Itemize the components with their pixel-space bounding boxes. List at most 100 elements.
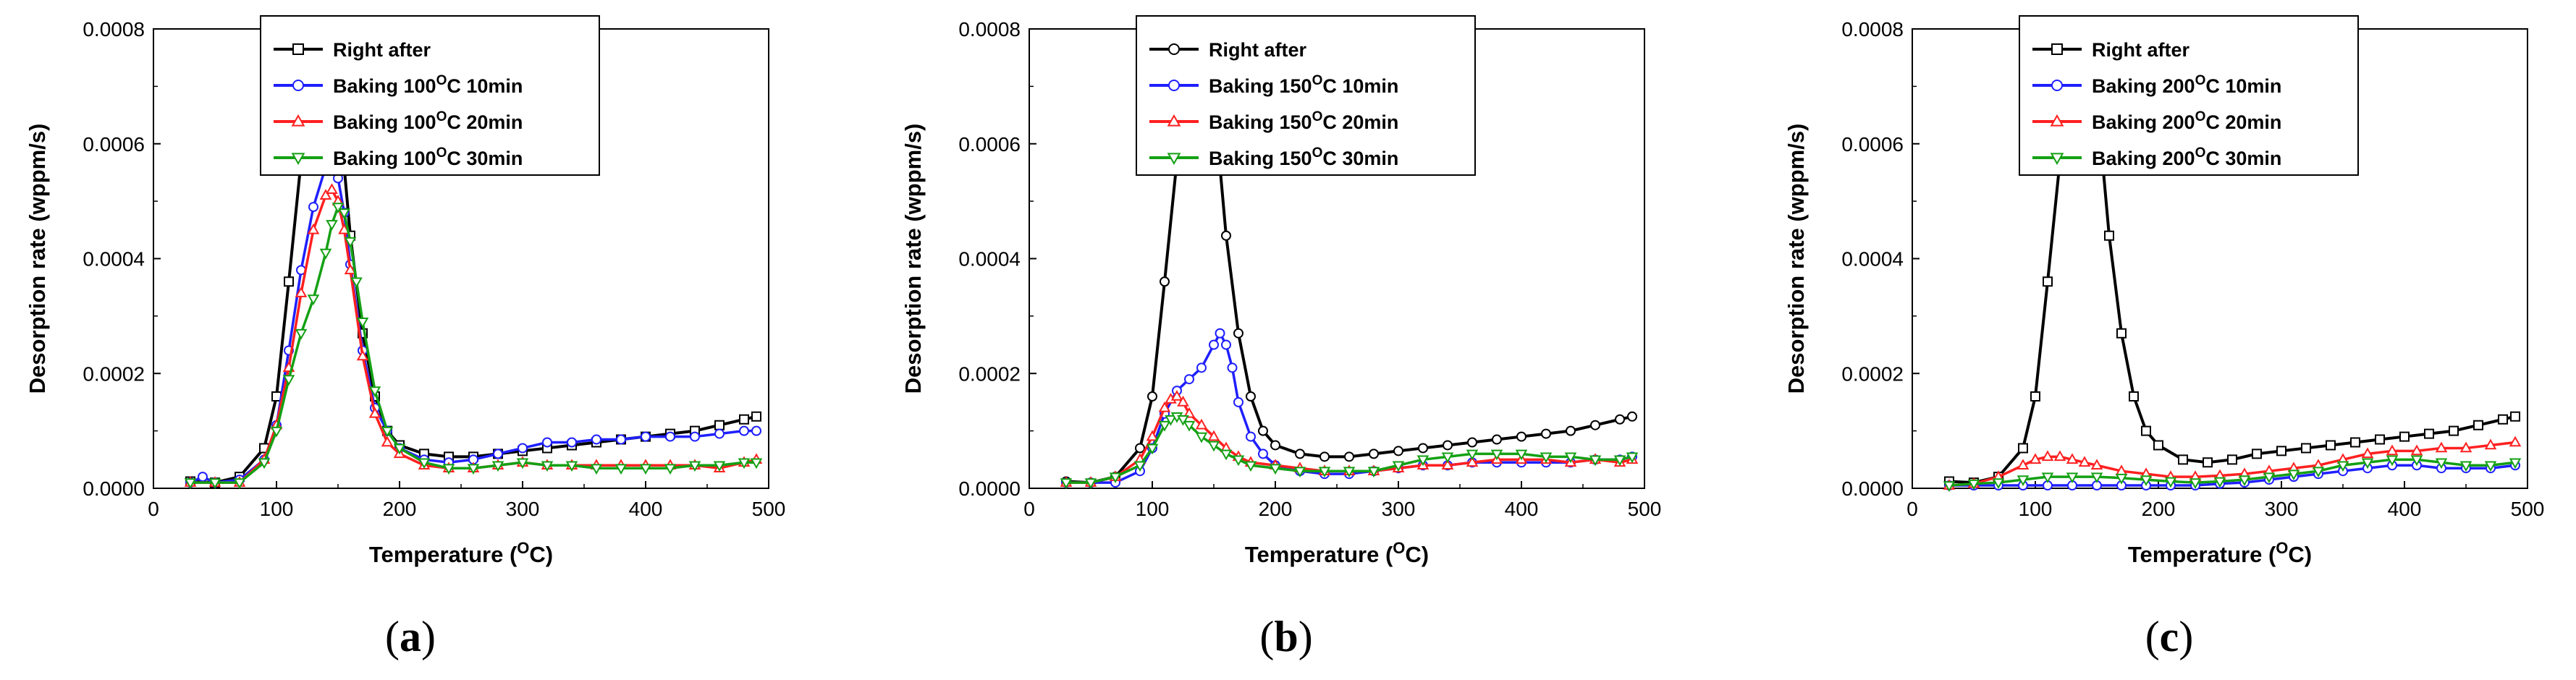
- x-axis-title-text: Temperature (: [2128, 542, 2276, 567]
- data-point: [2090, 459, 2103, 470]
- legend-entry-text: Baking 200: [2092, 148, 2195, 169]
- data-point: [1319, 451, 1330, 462]
- data-point: [233, 478, 246, 489]
- data-point: [1195, 432, 1208, 443]
- legend-entry: Baking 100OC 20min: [333, 109, 523, 133]
- data-point: [1060, 478, 1073, 489]
- y-axis-title: Desorption rate (wppm/s): [25, 124, 50, 394]
- data-point: [2115, 473, 2128, 485]
- data-point: [2189, 478, 2202, 489]
- y-tick-label: 0.0000: [1841, 477, 1904, 500]
- data-point: [665, 431, 675, 442]
- data-point: [1221, 339, 1231, 350]
- legend-swatch-marker: [2050, 114, 2064, 127]
- data-point: [356, 349, 369, 361]
- data-point: [738, 458, 751, 469]
- panel-label-letter: b: [1274, 613, 1298, 660]
- legend-entry: Right after: [333, 39, 431, 61]
- data-point: [2287, 469, 2300, 481]
- legend-entry-text: Right after: [2092, 39, 2189, 61]
- legend-entry-sup: O: [2195, 145, 2206, 161]
- data-point: [295, 328, 308, 340]
- panel-label: (a): [385, 613, 436, 660]
- legend-swatch-marker: [2051, 43, 2063, 55]
- data-point: [356, 318, 369, 328]
- data-point: [2484, 461, 2497, 472]
- legend-swatch-marker: [1167, 153, 1181, 166]
- data-point: [284, 276, 294, 287]
- legend-swatch-marker: [292, 43, 304, 55]
- legend-entry-rest: C 30min: [447, 148, 523, 169]
- y-tick-label: 0.0002: [958, 362, 1021, 385]
- legend-entry: Right after: [1209, 39, 1306, 61]
- data-point: [2030, 391, 2040, 401]
- data-point: [1158, 420, 1171, 432]
- data-point: [1441, 452, 1454, 464]
- data-point: [1209, 339, 1219, 350]
- data-point: [1183, 407, 1196, 418]
- legend-entry: Baking 100OC 30min: [333, 145, 523, 169]
- data-point: [1590, 420, 1600, 430]
- data-point: [2361, 458, 2374, 469]
- y-axis-title: Desorption rate (wppm/s): [900, 124, 926, 394]
- data-point: [690, 431, 700, 442]
- x-tick-label: 500: [2511, 498, 2545, 520]
- x-tick-label: 400: [2388, 498, 2422, 520]
- legend-entry-text: Baking 100: [333, 75, 436, 97]
- data-point: [1170, 390, 1183, 401]
- data-point: [1227, 362, 1238, 373]
- series-3: [1060, 412, 1639, 489]
- x-tick-label: 300: [2265, 498, 2299, 520]
- data-point: [326, 183, 338, 195]
- legend-entry-rest: C 20min: [2205, 111, 2281, 133]
- x-tick-label: 0: [148, 498, 159, 520]
- x-tick-label: 400: [629, 498, 663, 520]
- legend-entry-sup: O: [436, 109, 447, 124]
- legend-entry-text: Baking 200: [2092, 111, 2195, 133]
- data-point: [1626, 452, 1639, 464]
- data-point: [2435, 441, 2448, 453]
- data-point: [1467, 437, 1477, 448]
- y-tick-label: 0.0008: [958, 18, 1021, 41]
- data-point: [344, 263, 357, 275]
- data-point: [381, 435, 394, 447]
- data-point: [1270, 440, 1280, 451]
- data-point: [2435, 458, 2448, 469]
- data-point: [565, 461, 578, 472]
- chart-svg: 0 100 200 300 400 500 0.0000 0.0002 0.0004 0.0006…: [25, 15, 785, 660]
- data-point: [208, 478, 221, 489]
- data-point: [1343, 467, 1356, 478]
- data-point: [542, 437, 552, 448]
- panel-label-open: (: [385, 613, 400, 660]
- data-point: [2449, 425, 2459, 436]
- series-3: [184, 203, 763, 489]
- y-tick-label: 0.0004: [958, 248, 1021, 271]
- legend-entry-sup: O: [436, 145, 447, 161]
- data-point: [1195, 418, 1208, 430]
- legend-box: [1136, 15, 1476, 176]
- data-point: [1418, 443, 1428, 454]
- legend-entry-text: Baking 150: [1209, 111, 1312, 133]
- data-point: [2213, 477, 2226, 488]
- data-point: [467, 464, 480, 475]
- panel-label-open: (: [1259, 613, 1274, 660]
- x-axis-title-sup: O: [517, 539, 529, 557]
- panel-label-close: ): [421, 613, 436, 660]
- x-axis-title: Temperature (OC): [2128, 539, 2312, 567]
- data-point: [326, 220, 338, 231]
- data-point: [393, 443, 406, 455]
- legend-entry-sup: O: [2195, 73, 2206, 88]
- data-point: [2509, 435, 2522, 447]
- legend-entry-sup: O: [1312, 73, 1323, 88]
- data-point: [591, 434, 601, 445]
- data-point: [307, 294, 320, 305]
- data-point: [1244, 461, 1257, 472]
- data-point: [1540, 452, 1553, 464]
- data-point: [2326, 440, 2336, 451]
- data-point: [1160, 276, 1170, 287]
- data-point: [1392, 461, 1405, 472]
- data-point: [1177, 396, 1189, 407]
- data-point: [184, 478, 197, 489]
- data-point: [338, 208, 350, 219]
